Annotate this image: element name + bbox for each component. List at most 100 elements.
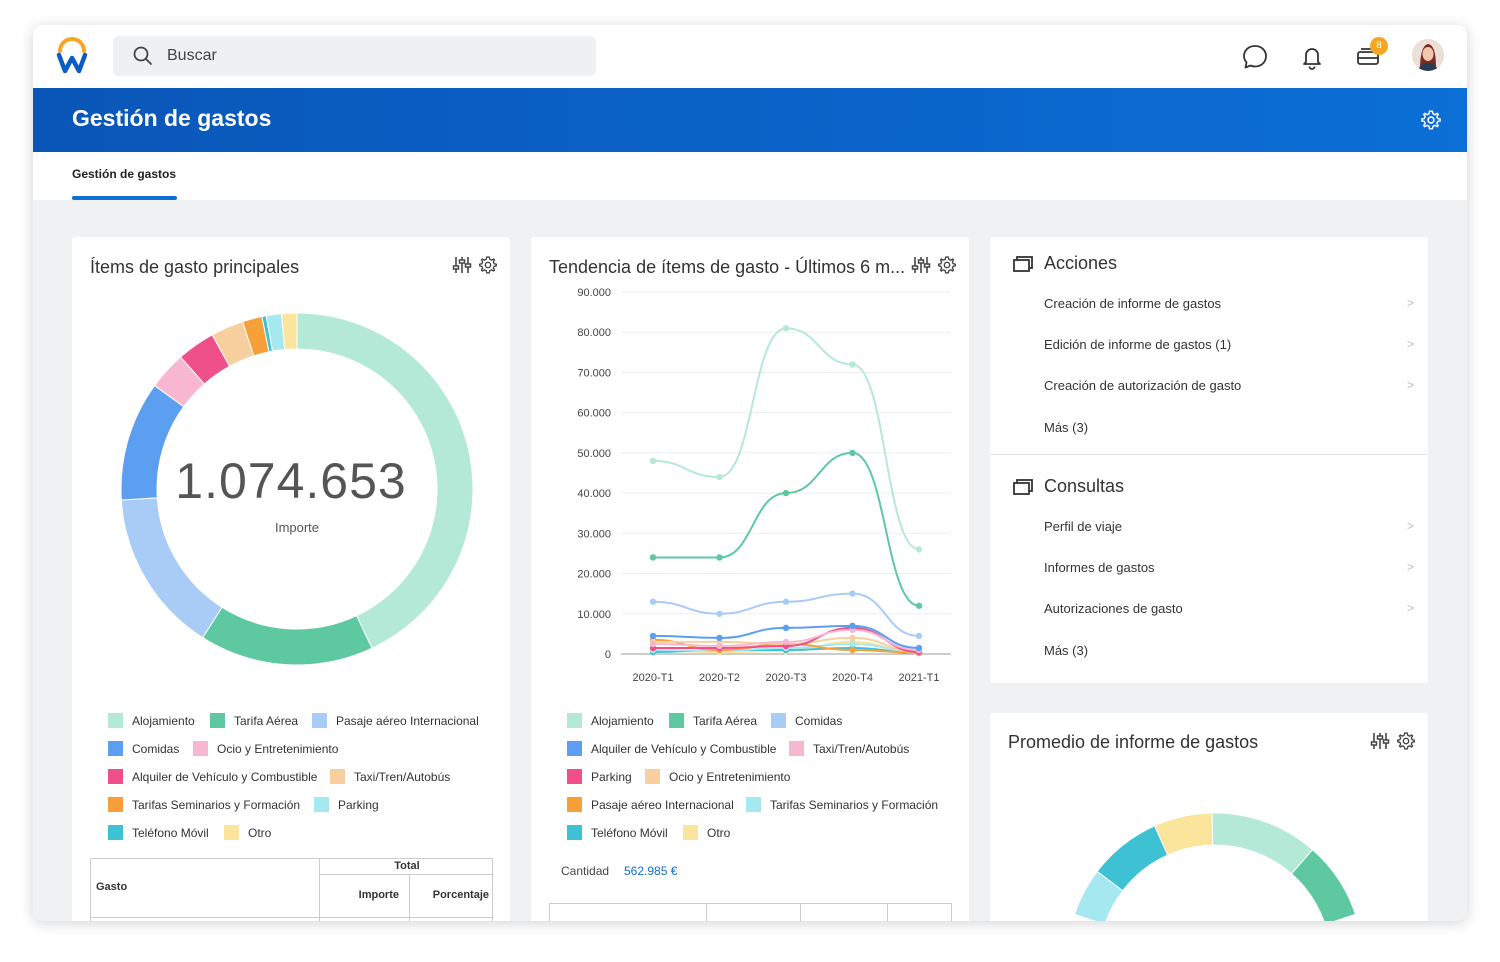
- table-header-gasto[interactable]: Gasto: [96, 881, 128, 893]
- query-item-informes[interactable]: Informes de gastos >: [1044, 560, 1414, 575]
- legend-item[interactable]: Ocio y Entretenimiento: [193, 741, 338, 756]
- donut-slice-3[interactable]: [120, 497, 223, 639]
- legend-item[interactable]: Comidas: [108, 741, 179, 756]
- legend-item[interactable]: Tarifas Seminarios y Formación: [746, 797, 938, 812]
- legend-label: Otro: [707, 825, 731, 840]
- legend-item[interactable]: Alquiler de Vehículo y Combustible: [108, 769, 317, 784]
- legend-swatch: [669, 713, 684, 728]
- donut-slice-4[interactable]: [1211, 812, 1314, 875]
- chevron-right-icon: >: [1406, 560, 1414, 574]
- data-point[interactable]: [849, 622, 856, 630]
- data-point[interactable]: [716, 473, 723, 481]
- action-item-editar-informe[interactable]: Edición de informe de gastos (1) >: [1044, 337, 1414, 352]
- legend-item[interactable]: Otro: [683, 825, 730, 840]
- search-input[interactable]: Buscar: [113, 36, 596, 76]
- data-point[interactable]: [849, 640, 856, 648]
- table-header-porcentaje[interactable]: Porcentaje: [409, 875, 494, 921]
- card-settings-gear-icon[interactable]: [937, 255, 957, 275]
- data-point[interactable]: [716, 634, 723, 642]
- data-point[interactable]: [649, 640, 657, 648]
- donut-slice-2[interactable]: [202, 606, 373, 666]
- legend-item[interactable]: Taxi/Tren/Autobús: [330, 769, 450, 784]
- data-point[interactable]: [915, 602, 923, 609]
- data-point[interactable]: [716, 642, 723, 650]
- cantidad-value[interactable]: 562.985 €: [624, 864, 678, 878]
- workday-logo-icon[interactable]: [55, 37, 89, 75]
- card-settings-gear-icon[interactable]: [1396, 731, 1416, 751]
- legend-item[interactable]: Alojamiento: [567, 713, 654, 728]
- x-tick-label: 2020-T2: [699, 672, 740, 684]
- legend-swatch: [224, 825, 239, 840]
- settings-gear-icon[interactable]: [1420, 109, 1442, 131]
- legend-item[interactable]: Taxi/Tren/Autobús: [789, 741, 909, 756]
- data-point[interactable]: [915, 546, 923, 553]
- donut-slice-11[interactable]: [280, 312, 298, 351]
- data-point[interactable]: [649, 632, 657, 640]
- avatar[interactable]: [1412, 39, 1444, 71]
- donut-slice-5[interactable]: [1290, 849, 1357, 921]
- donut-slice-1[interactable]: [296, 312, 474, 649]
- query-item-mas[interactable]: Más (3): [1044, 643, 1414, 658]
- data-point[interactable]: [849, 449, 856, 457]
- filter-sliders-icon[interactable]: [452, 255, 472, 275]
- legend-item[interactable]: Tarifa Aérea: [210, 713, 298, 728]
- y-tick-label: 80.000: [577, 327, 611, 339]
- series-line[interactable]: [653, 451, 920, 607]
- card-settings-gear-icon[interactable]: [478, 255, 498, 275]
- data-point[interactable]: [649, 598, 657, 605]
- chevron-right-icon: >: [1406, 601, 1414, 615]
- legend-item[interactable]: Alquiler de Vehículo y Combustible: [567, 741, 776, 756]
- data-point[interactable]: [849, 361, 856, 368]
- data-point[interactable]: [716, 554, 723, 561]
- legend-item[interactable]: Tarifa Aérea: [669, 713, 757, 728]
- legend-item[interactable]: Ocio y Entretenimiento: [645, 769, 790, 784]
- chevron-right-icon: >: [1406, 519, 1414, 533]
- legend-item[interactable]: Teléfono Móvil: [108, 825, 209, 840]
- data-point[interactable]: [849, 634, 856, 642]
- table-header-importe[interactable]: Importe: [319, 875, 409, 921]
- series-line[interactable]: [652, 327, 920, 551]
- legend-item[interactable]: Otro: [224, 825, 271, 840]
- legend-swatch: [645, 769, 660, 784]
- page-header: Gestión de gastos: [33, 88, 1467, 152]
- data-point[interactable]: [782, 598, 790, 605]
- data-point[interactable]: [649, 457, 657, 465]
- data-point[interactable]: [716, 610, 723, 617]
- x-tick-label: 2020-T4: [832, 672, 873, 684]
- data-point[interactable]: [782, 325, 790, 332]
- data-point[interactable]: [782, 624, 790, 632]
- query-item-perfil-viaje[interactable]: Perfil de viaje >: [1044, 519, 1414, 534]
- legend-item[interactable]: Alojamiento: [108, 713, 195, 728]
- data-point[interactable]: [849, 590, 856, 597]
- tab-gestion-de-gastos[interactable]: Gestión de gastos: [72, 167, 177, 181]
- data-point[interactable]: [782, 638, 790, 646]
- legend-swatch: [108, 769, 123, 784]
- data-point[interactable]: [649, 554, 657, 561]
- card-title: Ítems de gasto principales: [90, 257, 300, 277]
- legend-item[interactable]: Tarifas Seminarios y Formación: [108, 797, 300, 812]
- legend-label: Otro: [248, 825, 272, 840]
- query-item-autorizaciones[interactable]: Autorizaciones de gasto >: [1044, 601, 1414, 616]
- action-item-mas[interactable]: Más (3): [1044, 420, 1414, 435]
- data-point[interactable]: [915, 632, 923, 640]
- legend-label: Alquiler de Vehículo y Combustible: [132, 769, 318, 784]
- legend-item[interactable]: Pasaje aéreo Internacional: [567, 797, 734, 812]
- legend-item[interactable]: Pasaje aéreo Internacional: [312, 713, 479, 728]
- legend-item[interactable]: Comidas: [771, 713, 842, 728]
- chat-icon[interactable]: [1241, 43, 1269, 71]
- legend-label: Alquiler de Vehículo y Combustible: [591, 741, 777, 756]
- data-point[interactable]: [849, 646, 856, 654]
- data-point[interactable]: [915, 644, 923, 652]
- filter-sliders-icon[interactable]: [1370, 731, 1390, 751]
- bell-icon[interactable]: [1298, 43, 1326, 71]
- y-tick-label: 40.000: [577, 488, 611, 500]
- legend-item[interactable]: Parking: [314, 797, 379, 812]
- legend-item[interactable]: Parking: [567, 769, 632, 784]
- data-point[interactable]: [782, 489, 790, 497]
- action-item-crear-informe[interactable]: Creación de informe de gastos >: [1044, 296, 1414, 311]
- legend-item[interactable]: Teléfono Móvil: [567, 825, 668, 840]
- filter-sliders-icon[interactable]: [911, 255, 931, 275]
- legend-swatch: [193, 741, 208, 756]
- action-item-crear-autorizacion[interactable]: Creación de autorización de gasto >: [1044, 378, 1414, 393]
- legend-swatch: [567, 769, 582, 784]
